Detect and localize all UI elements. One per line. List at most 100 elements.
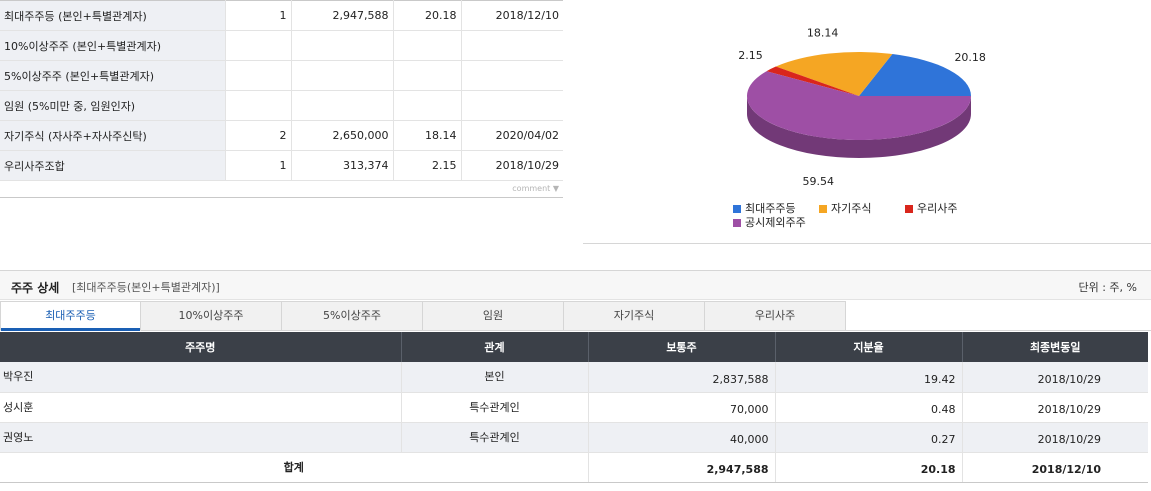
- tab-treasury-stock[interactable]: 자기주식: [564, 301, 705, 331]
- summary-label: 자기주식 (자사주+자사주신탁): [0, 120, 226, 151]
- pie-value-label: 2.15: [738, 49, 763, 62]
- summary-row: 최대주주등 (본인+특별관계자) 1 2,947,588 20.18 2018/…: [0, 0, 563, 31]
- pie-slice[interactable]: [747, 71, 971, 140]
- tab-label: 자기주식: [613, 309, 655, 322]
- tab-label: 임원: [482, 309, 504, 322]
- tab-employee-stock[interactable]: 우리사주: [705, 301, 846, 331]
- summary-count: 2: [225, 120, 292, 151]
- legend-swatch: [905, 205, 913, 213]
- shareholder-shares: 40,000: [588, 422, 776, 453]
- legend-label: 우리사주: [917, 202, 958, 215]
- summary-count: 1: [225, 0, 292, 31]
- pie-chart-svg: 20.18 18.14 2.15 59.54: [738, 26, 986, 188]
- shareholder-name: 권영노: [0, 422, 402, 453]
- unit-label: 단위 : 주, %: [1078, 281, 1137, 294]
- pie-slice[interactable]: [859, 54, 971, 96]
- summary-ratio: [393, 30, 462, 61]
- comment-label: comment: [512, 184, 551, 193]
- chevron-down-icon: ▼: [552, 184, 559, 193]
- table-row: 박우진 본인 2,837,588 19.42 2018/10/29: [0, 362, 1148, 393]
- pie-value-label: 20.18: [954, 51, 986, 64]
- summary-date: [461, 30, 563, 61]
- pie-value-label: 59.54: [803, 175, 835, 188]
- shareholder-date: 2018/10/29: [962, 392, 1148, 423]
- column-header-relation[interactable]: 관계: [401, 332, 589, 362]
- legend-label: 최대주주등: [745, 202, 796, 215]
- summary-count: [225, 90, 292, 121]
- column-header-name[interactable]: 주주명: [0, 332, 402, 362]
- pie-slice[interactable]: [766, 66, 859, 96]
- summary-count: [225, 60, 292, 91]
- summary-ratio: [393, 60, 462, 91]
- summary-shares: [291, 90, 394, 121]
- shareholder-relation: 본인: [401, 362, 589, 393]
- summary-shares: [291, 30, 394, 61]
- summary-shares: 2,947,588: [291, 0, 394, 31]
- pie-slice[interactable]: [775, 51, 893, 96]
- table-total-row: 합계 2,947,588 20.18 2018/12/10: [0, 451, 1148, 483]
- shareholder-relation: 특수관계인: [401, 422, 589, 453]
- tab-executive[interactable]: 임원: [423, 301, 564, 331]
- tab-major-shareholder[interactable]: 최대주주등: [0, 301, 141, 331]
- summary-label: 10%이상주주 (본인+특별관계자): [0, 30, 226, 61]
- summary-count: 1: [225, 150, 292, 181]
- detail-header: 주주 상세 [최대주주등(본인+특별관계자)] 단위 : 주, %: [0, 270, 1151, 300]
- column-header-ratio[interactable]: 지분율: [775, 332, 963, 362]
- summary-shares: 313,374: [291, 150, 394, 181]
- legend-label: 공시제외주주: [745, 216, 806, 229]
- shareholder-shares: 70,000: [588, 392, 776, 423]
- tab-5pct-shareholder[interactable]: 5%이상주주: [282, 301, 423, 331]
- column-header-shares[interactable]: 보통주: [588, 332, 776, 362]
- tab-label: 10%이상주주: [178, 309, 244, 322]
- tab-active-indicator: [1, 328, 140, 331]
- summary-date: 2018/12/10: [461, 0, 563, 31]
- table-header-row: 주주명 관계 보통주 지분율 최종변동일: [0, 332, 1148, 362]
- shareholder-shares: 2,837,588: [588, 362, 776, 393]
- tabs-divider: [846, 330, 1151, 331]
- legend-item[interactable]: 우리사주: [905, 200, 957, 216]
- summary-label: 최대주주등 (본인+특별관계자): [0, 0, 226, 31]
- pie-slice-side: [747, 96, 971, 158]
- summary-row: 자기주식 (자사주+자사주신탁) 2 2,650,000 18.14 2020/…: [0, 120, 563, 151]
- total-shares: 2,947,588: [588, 451, 776, 483]
- legend-swatch: [733, 219, 741, 227]
- shareholder-ratio: 0.48: [775, 392, 963, 423]
- shareholder-pie-chart: 20.18 18.14 2.15 59.54 최대주주등 자기주식 우리사주 공시제외주주: [583, 0, 1151, 244]
- summary-shares: 2,650,000: [291, 120, 394, 151]
- summary-row: 임원 (5%미만 중, 임원인자): [0, 90, 563, 121]
- legend-item[interactable]: 자기주식: [819, 200, 871, 216]
- summary-ratio: 2.15: [393, 150, 462, 181]
- summary-date: [461, 60, 563, 91]
- total-ratio: 20.18: [775, 451, 963, 483]
- tab-label: 우리사주: [754, 309, 796, 322]
- tab-label: 5%이상주주: [323, 309, 381, 322]
- tab-10pct-shareholder[interactable]: 10%이상주주: [141, 301, 282, 331]
- summary-count: [225, 30, 292, 61]
- shareholder-ratio: 0.27: [775, 422, 963, 453]
- legend-label: 자기주식: [831, 202, 872, 215]
- shareholder-date: 2018/10/29: [962, 362, 1148, 393]
- shareholder-date: 2018/10/29: [962, 422, 1148, 453]
- legend-swatch: [819, 205, 827, 213]
- detail-title: 주주 상세: [11, 281, 60, 295]
- table-row: 권영노 특수관계인 40,000 0.27 2018/10/29: [0, 422, 1148, 453]
- detail-subtitle: [최대주주등(본인+특별관계자)]: [72, 281, 220, 294]
- table-row: 성시훈 특수관계인 70,000 0.48 2018/10/29: [0, 392, 1148, 423]
- summary-ratio: 18.14: [393, 120, 462, 151]
- shareholder-ratio: 19.42: [775, 362, 963, 393]
- legend-item[interactable]: 최대주주등: [733, 200, 796, 216]
- summary-date: 2018/10/29: [461, 150, 563, 181]
- shareholder-summary-table: 최대주주등 (본인+특별관계자) 1 2,947,588 20.18 2018/…: [0, 0, 563, 181]
- legend-item[interactable]: 공시제외주주: [733, 214, 806, 230]
- detail-tabs: 최대주주등 10%이상주주 5%이상주주 임원 자기주식 우리사주: [0, 301, 1151, 331]
- comment-toggle[interactable]: comment ▼: [0, 182, 563, 198]
- tab-label: 최대주주등: [45, 309, 96, 322]
- total-date: 2018/12/10: [962, 451, 1148, 483]
- summary-date: 2020/04/02: [461, 120, 563, 151]
- shareholder-detail-table: 주주명 관계 보통주 지분율 최종변동일 박우진 본인 2,837,588 19…: [0, 332, 1148, 483]
- summary-label: 임원 (5%미만 중, 임원인자): [0, 90, 226, 121]
- shareholder-relation: 특수관계인: [401, 392, 589, 423]
- column-header-date[interactable]: 최종변동일: [962, 332, 1148, 362]
- summary-row: 10%이상주주 (본인+특별관계자): [0, 30, 563, 61]
- shareholder-name: 박우진: [0, 362, 402, 393]
